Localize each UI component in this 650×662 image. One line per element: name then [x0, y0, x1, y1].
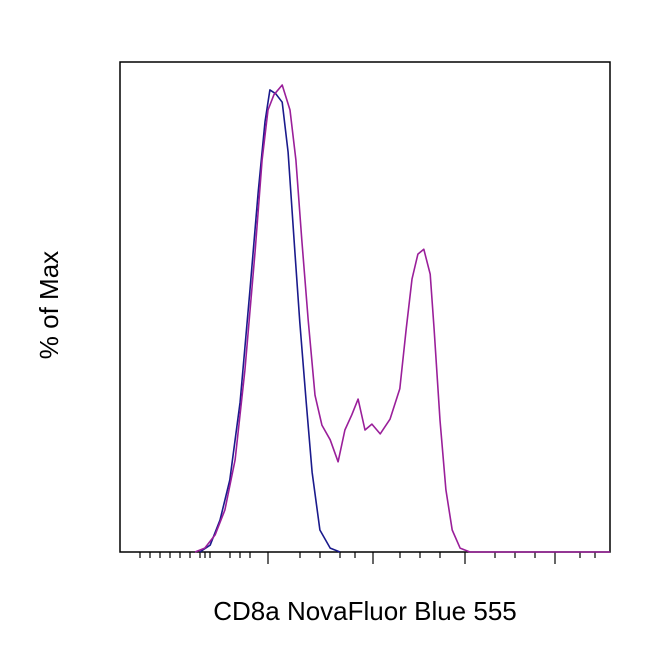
y-axis-label: % of Max	[34, 251, 64, 359]
histogram-line	[194, 84, 610, 553]
plot-frame	[119, 61, 611, 553]
x-axis-label: CD8a NovaFluor Blue 555	[213, 596, 517, 626]
histogram-line	[199, 89, 341, 553]
x-axis-ticks	[139, 552, 596, 564]
